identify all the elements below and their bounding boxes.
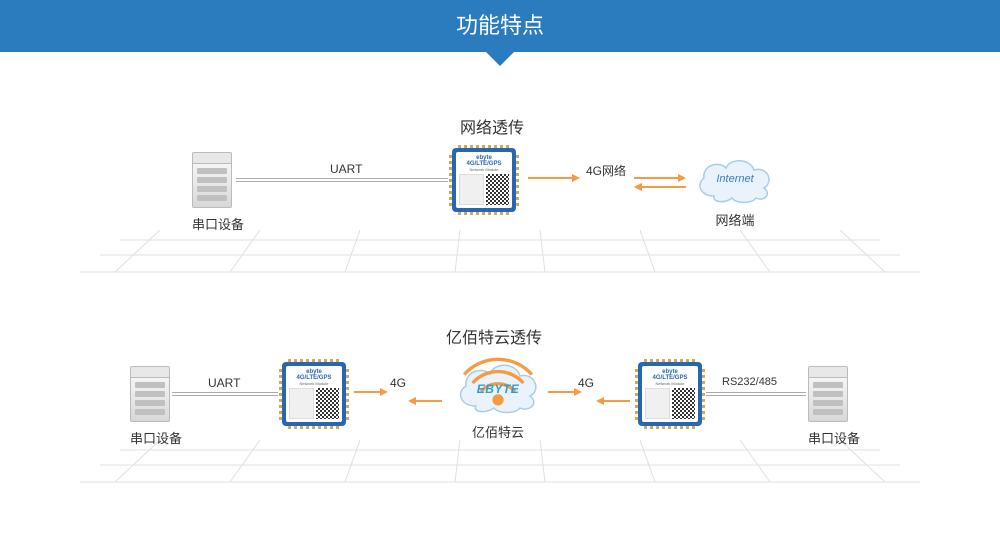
server-icon: [808, 366, 848, 424]
chip-sub: Network Module: [459, 167, 509, 172]
d2-cloud-node: EBYTE 亿佰特云: [452, 356, 544, 441]
d2-conn-uart: [172, 392, 278, 396]
d2-chip1-node: ebyte 4G/LTE/GPS Network Module: [282, 362, 346, 426]
cloud-text: Internet: [716, 173, 753, 185]
banner: 功能特点: [0, 0, 1000, 52]
d1-conn-4g-arrows2: [634, 174, 686, 191]
d1-cloud-node: Internet 网络端: [692, 152, 778, 229]
d2-cloud-label: 亿佰特云: [452, 422, 544, 441]
diagram-stage: 网络透传 串口设备 ebyte 4G/LTE/GPS Network Modul…: [0, 90, 1000, 548]
chip-icon: ebyte 4G/LTE/GPS Network Module: [638, 362, 702, 426]
server-icon: [130, 366, 170, 424]
ebyte-cloud-text: EBYTE: [477, 382, 520, 396]
d2-conn-uart-label: UART: [208, 376, 240, 390]
d1-cloud-label: 网络端: [692, 210, 778, 229]
chip-sub: Network Module: [645, 381, 695, 386]
server-icon: [192, 152, 232, 210]
d1-chip-node: ebyte 4G/LTE/GPS Network Module: [452, 148, 516, 212]
d2-conn-4g1-arrows: [354, 388, 442, 405]
d2-chip2-node: ebyte 4G/LTE/GPS Network Module: [638, 362, 702, 426]
d2-conn-rs-label: RS232/485: [722, 376, 777, 388]
chip-icon: ebyte 4G/LTE/GPS Network Module: [452, 148, 516, 212]
cloud-icon: Internet: [692, 152, 778, 206]
d2-server1-node: 串口设备: [130, 366, 182, 447]
diagram1-title: 网络透传: [460, 114, 524, 138]
d1-server-node: 串口设备: [192, 152, 244, 233]
d2-server1-label: 串口设备: [130, 428, 182, 447]
chip-icon: ebyte 4G/LTE/GPS Network Module: [282, 362, 346, 426]
d2-conn-rs: [706, 392, 806, 396]
d2-server2-label: 串口设备: [808, 428, 860, 447]
ebyte-cloud-icon: EBYTE: [452, 356, 544, 418]
banner-triangle: [486, 52, 514, 66]
d2-conn-4g2-arrows: [548, 388, 630, 405]
d2-server2-node: 串口设备: [808, 366, 860, 447]
chip-sub: Network Module: [289, 381, 339, 386]
d1-server-label: 串口设备: [192, 214, 244, 233]
d1-conn-uart-label: UART: [330, 162, 362, 176]
diagram2-title: 亿佰特云透传: [446, 324, 542, 348]
banner-title: 功能特点: [0, 0, 1000, 52]
d1-conn-uart: [236, 178, 448, 182]
